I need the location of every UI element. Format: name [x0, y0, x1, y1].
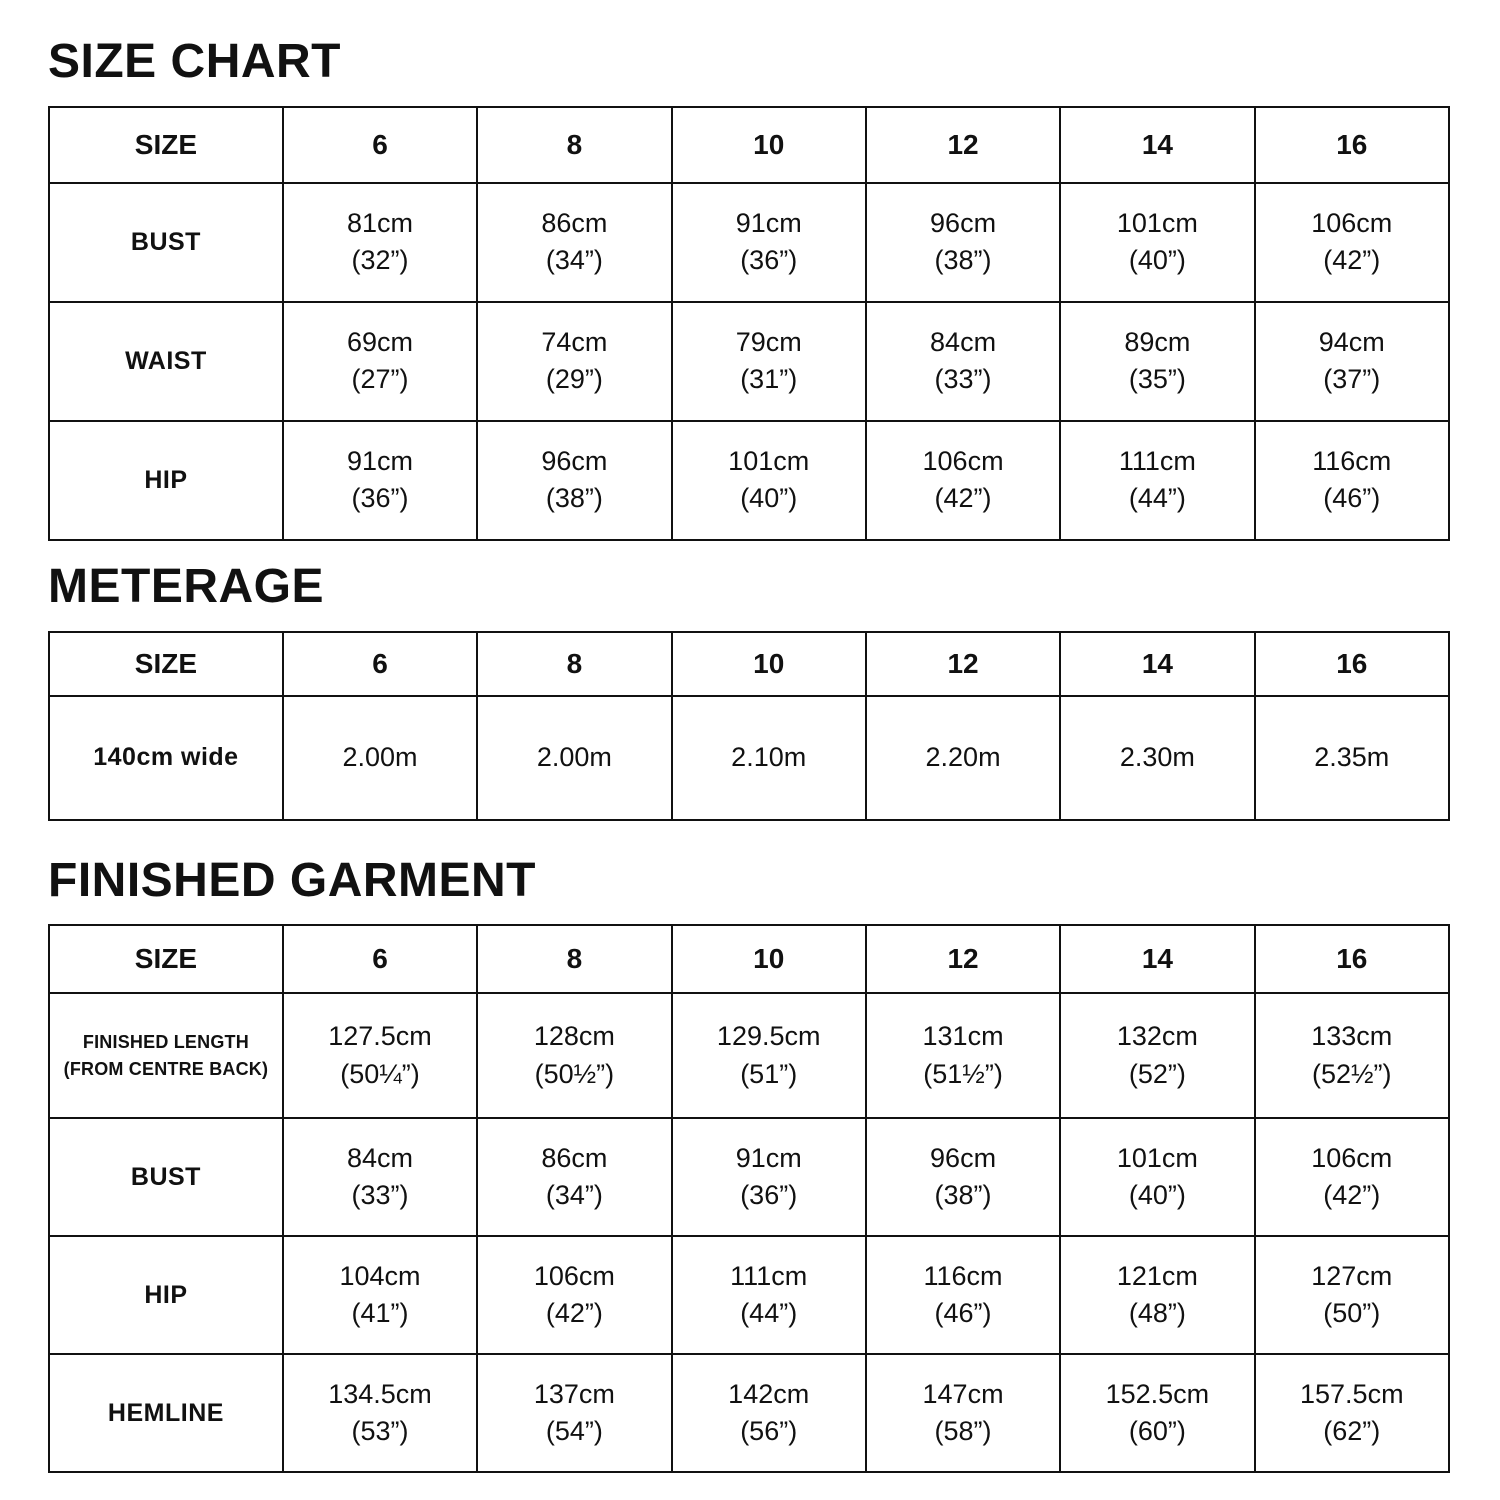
table-cell: 131cm (51½”)	[864, 992, 1062, 1120]
column-header-10: 10	[670, 105, 867, 184]
row-label-bust: BUST	[48, 181, 284, 303]
size-chart-table: SIZE 6 8 10 12 14 16 BUST 81cm (32”) 86c…	[48, 105, 1451, 541]
table-header-row: SIZE 6 8 10 12 14 16	[48, 630, 1451, 697]
table-cell: 79cm (31”)	[670, 300, 867, 422]
table-row-hip: HIP 91cm (36”) 96cm (38”) 101cm (40”) 10…	[48, 419, 1451, 541]
table-cell: 111cm (44”)	[670, 1235, 867, 1356]
column-header-12: 12	[864, 630, 1062, 697]
table-cell: 128cm (50½”)	[476, 992, 673, 1120]
table-cell: 104cm (41”)	[281, 1235, 479, 1356]
table-cell: 129.5cm (51”)	[670, 992, 867, 1120]
table-cell: 2.30m	[1059, 694, 1256, 821]
table-cell: 74cm (29”)	[476, 300, 673, 422]
column-header-10: 10	[670, 924, 867, 995]
finished-garment-title: FINISHED GARMENT	[48, 853, 536, 907]
table-row-finished-length: FINISHED LENGTH (FROM CENTRE BACK) 127.5…	[48, 992, 1451, 1120]
row-label-140cm-wide: 140cm wide	[48, 694, 284, 821]
column-header-6: 6	[281, 105, 479, 184]
column-header-16: 16	[1253, 105, 1451, 184]
table-cell: 91cm (36”)	[670, 1117, 867, 1238]
column-header-6: 6	[281, 924, 479, 995]
table-cell: 101cm (40”)	[1059, 181, 1256, 303]
row-label-waist: WAIST	[48, 300, 284, 422]
table-cell: 111cm (44”)	[1059, 419, 1256, 541]
table-cell: 96cm (38”)	[864, 181, 1062, 303]
table-cell: 127cm (50”)	[1253, 1235, 1451, 1356]
table-cell: 84cm (33”)	[864, 300, 1062, 422]
table-cell: 106cm (42”)	[864, 419, 1062, 541]
table-cell: 69cm (27”)	[281, 300, 479, 422]
table-cell: 2.35m	[1253, 694, 1451, 821]
table-cell: 134.5cm (53”)	[281, 1353, 479, 1474]
column-header-14: 14	[1059, 924, 1256, 995]
table-cell: 106cm (42”)	[1253, 181, 1451, 303]
column-header-14: 14	[1059, 105, 1256, 184]
table-cell: 116cm (46”)	[1253, 419, 1451, 541]
column-header-size: SIZE	[48, 105, 284, 184]
row-label-bust: BUST	[48, 1117, 284, 1238]
table-cell: 101cm (40”)	[1059, 1117, 1256, 1238]
column-header-size: SIZE	[48, 630, 284, 697]
column-header-12: 12	[864, 924, 1062, 995]
table-header-row: SIZE 6 8 10 12 14 16	[48, 105, 1451, 184]
table-cell: 132cm (52”)	[1059, 992, 1256, 1120]
table-row-waist: WAIST 69cm (27”) 74cm (29”) 79cm (31”) 8…	[48, 300, 1451, 422]
table-cell: 2.20m	[864, 694, 1062, 821]
table-cell: 86cm (34”)	[476, 1117, 673, 1238]
table-cell: 127.5cm (50¼”)	[281, 992, 479, 1120]
column-header-16: 16	[1253, 630, 1451, 697]
row-label-hemline: HEMLINE	[48, 1353, 284, 1474]
table-cell: 106cm (42”)	[1253, 1117, 1451, 1238]
finished-garment-table: SIZE 6 8 10 12 14 16 FINISHED LENGTH (FR…	[48, 924, 1451, 1474]
column-header-10: 10	[670, 630, 867, 697]
meterage-title: METERAGE	[48, 559, 325, 613]
table-row-hemline: HEMLINE 134.5cm (53”) 137cm (54”) 142cm …	[48, 1353, 1451, 1474]
row-label-hip: HIP	[48, 419, 284, 541]
table-row-fabric-width: 140cm wide 2.00m 2.00m 2.10m 2.20m 2.30m…	[48, 694, 1451, 821]
table-cell: 106cm (42”)	[476, 1235, 673, 1356]
column-header-12: 12	[864, 105, 1062, 184]
column-header-8: 8	[476, 105, 673, 184]
column-header-8: 8	[476, 630, 673, 697]
column-header-16: 16	[1253, 924, 1451, 995]
table-cell: 116cm (46”)	[864, 1235, 1062, 1356]
table-cell: 91cm (36”)	[670, 181, 867, 303]
column-header-14: 14	[1059, 630, 1256, 697]
column-header-6: 6	[281, 630, 479, 697]
meterage-table: SIZE 6 8 10 12 14 16 140cm wide 2.00m 2.…	[48, 630, 1451, 821]
table-cell: 2.10m	[670, 694, 867, 821]
column-header-8: 8	[476, 924, 673, 995]
table-cell: 101cm (40”)	[670, 419, 867, 541]
row-label-finished-length: FINISHED LENGTH (FROM CENTRE BACK)	[48, 992, 284, 1120]
column-header-size: SIZE	[48, 924, 284, 995]
table-cell: 91cm (36”)	[281, 419, 479, 541]
table-cell: 96cm (38”)	[476, 419, 673, 541]
table-cell: 96cm (38”)	[864, 1117, 1062, 1238]
table-cell: 94cm (37”)	[1253, 300, 1451, 422]
table-cell: 89cm (35”)	[1059, 300, 1256, 422]
row-label-hip: HIP	[48, 1235, 284, 1356]
table-row-bust: BUST 84cm (33”) 86cm (34”) 91cm (36”) 96…	[48, 1117, 1451, 1238]
table-cell: 2.00m	[281, 694, 479, 821]
table-cell: 142cm (56”)	[670, 1353, 867, 1474]
table-cell: 137cm (54”)	[476, 1353, 673, 1474]
size-chart-title: SIZE CHART	[48, 35, 341, 88]
table-cell: 81cm (32”)	[281, 181, 479, 303]
table-cell: 133cm (52½”)	[1253, 992, 1451, 1120]
table-row-bust: BUST 81cm (32”) 86cm (34”) 91cm (36”) 96…	[48, 181, 1451, 303]
table-cell: 152.5cm (60”)	[1059, 1353, 1256, 1474]
table-cell: 121cm (48”)	[1059, 1235, 1256, 1356]
table-header-row: SIZE 6 8 10 12 14 16	[48, 924, 1451, 995]
table-row-hip: HIP 104cm (41”) 106cm (42”) 111cm (44”) …	[48, 1235, 1451, 1356]
table-cell: 147cm (58”)	[864, 1353, 1062, 1474]
table-cell: 84cm (33”)	[281, 1117, 479, 1238]
table-cell: 2.00m	[476, 694, 673, 821]
table-cell: 86cm (34”)	[476, 181, 673, 303]
table-cell: 157.5cm (62”)	[1253, 1353, 1451, 1474]
